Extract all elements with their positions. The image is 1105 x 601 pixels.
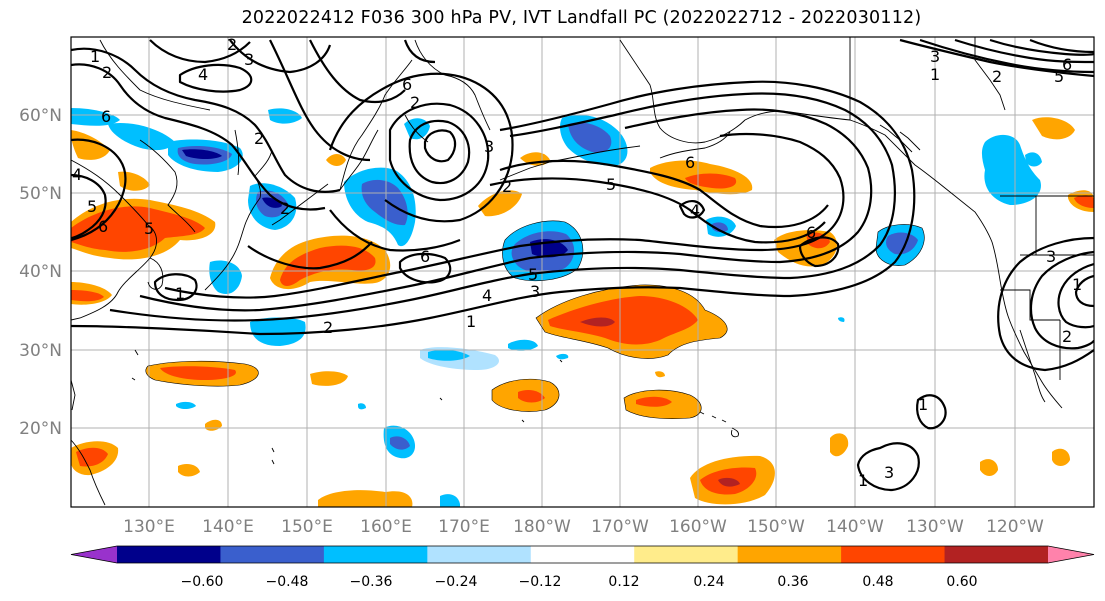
lon-tick-label: 120°W [986, 517, 1044, 537]
contour-label: 1 [175, 284, 185, 303]
colorbar-tick-label: 0.24 [693, 574, 724, 590]
contour-label: 2 [227, 35, 237, 54]
colorbar: −0.60 −0.48 −0.36 −0.24 −0.12 0.12 0.24 … [70, 545, 1095, 590]
contour-label: 1 [1072, 275, 1082, 294]
colorbar-segments [70, 545, 1095, 564]
contour-label: 3 [884, 463, 894, 482]
colorbar-tick-label: 0.12 [608, 574, 639, 590]
contour-label: 6 [98, 217, 108, 236]
longitude-tick-labels: 130°E 140°E 150°E 160°E 170°E 180°W 170°… [123, 517, 1044, 537]
colorbar-tick-label: −0.60 [181, 574, 224, 590]
map-title: 2022022412 F036 300 hPa PV, IVT Landfall… [241, 8, 922, 28]
colorbar-segment [220, 546, 325, 563]
contour-label: 6 [806, 223, 816, 242]
contour-label: 2 [323, 318, 333, 337]
contour-label: 6 [1062, 55, 1072, 74]
contour-label: 5 [87, 197, 97, 216]
map-area: 2 1 2 4 3 6 6 2 2 3 5 4 5 6 2 2 6 1 2 1 … [71, 35, 1094, 507]
contour-label: 3 [484, 137, 494, 156]
lon-tick-label: 170°W [591, 517, 649, 537]
lon-tick-label: 160°E [360, 517, 412, 537]
lon-tick-label: 180°W [513, 517, 571, 537]
contour-label: 2 [102, 63, 112, 82]
positive-anomaly-shading [71, 117, 1094, 507]
contour-label: 2 [992, 67, 1002, 86]
colorbar-tick-label: −0.36 [350, 574, 393, 590]
contour-label: 2 [280, 199, 290, 218]
colorbar-tick-label: −0.24 [435, 574, 478, 590]
colorbar-segment [530, 546, 635, 563]
colorbar-outline [70, 545, 1095, 564]
lon-tick-label: 140°E [202, 517, 254, 537]
colorbar-segment [841, 546, 946, 563]
colorbar-segment [427, 546, 532, 563]
contour-label: 4 [72, 165, 82, 184]
colorbar-segment [944, 546, 1049, 563]
contour-label: 6 [420, 247, 430, 266]
contour-label: 2 [254, 129, 264, 148]
contour-label: 5 [144, 219, 154, 238]
pv-outline-contours [145, 220, 925, 420]
colorbar-tick-label: 0.36 [777, 574, 808, 590]
lon-tick-label: 140°W [826, 517, 884, 537]
lon-tick-label: 130°E [123, 517, 175, 537]
colorbar-tick-labels: −0.60 −0.48 −0.36 −0.24 −0.12 0.12 0.24 … [181, 574, 978, 590]
contour-label: 1 [466, 312, 476, 331]
colorbar-segment [323, 546, 428, 563]
contour-label: 3 [244, 50, 254, 69]
colorbar-tick-label: 0.60 [946, 574, 977, 590]
colorbar-tick-label: −0.12 [519, 574, 562, 590]
lon-tick-label: 150°W [747, 517, 805, 537]
colorbar-segment [737, 546, 842, 563]
lat-tick-label: 50°N [19, 184, 62, 204]
contour-label: 1 [930, 65, 940, 84]
lon-tick-label: 130°W [906, 517, 964, 537]
contour-label: 6 [402, 75, 412, 94]
colorbar-segment [634, 546, 739, 563]
lon-tick-label: 150°E [281, 517, 333, 537]
contour-label: 4 [198, 65, 208, 84]
lat-tick-label: 30°N [19, 341, 62, 361]
contour-label: 5 [1054, 67, 1064, 86]
latitude-tick-labels: 60°N 50°N 40°N 30°N 20°N [19, 106, 62, 439]
contour-label: 2 [410, 93, 420, 112]
contour-label: 4 [690, 201, 700, 220]
contour-label: 3 [930, 47, 940, 66]
contour-label: 3 [530, 282, 540, 301]
contour-label: 6 [685, 153, 695, 172]
colorbar-segment [71, 546, 117, 563]
contour-label: 1 [90, 47, 100, 66]
colorbar-segment [1048, 546, 1094, 563]
contour-label: 5 [528, 265, 538, 284]
lat-tick-label: 20°N [19, 419, 62, 439]
contour-label: 1 [858, 471, 868, 490]
colorbar-segment [117, 546, 221, 563]
contour-label: 1 [918, 395, 928, 414]
contour-label: 6 [101, 107, 111, 126]
lon-tick-label: 160°W [669, 517, 727, 537]
colorbar-tick-label: −0.48 [266, 574, 309, 590]
map-frame [70, 36, 1095, 508]
contour-label: 4 [482, 286, 492, 305]
colorbar-tick-label: 0.48 [862, 574, 893, 590]
lat-tick-label: 60°N [19, 106, 62, 126]
graticule [71, 37, 1094, 507]
negative-anomaly-shading [71, 108, 1042, 507]
contour-label: 2 [502, 177, 512, 196]
lat-tick-label: 40°N [19, 262, 62, 282]
ivt-contours [71, 38, 1094, 492]
contour-label: 2 [1062, 327, 1072, 346]
lon-tick-label: 170°E [438, 517, 490, 537]
contour-label: 5 [606, 175, 616, 194]
ivt-contour-labels: 2 1 2 4 3 6 6 2 2 3 5 4 5 6 2 2 6 1 2 1 … [72, 35, 1082, 490]
contour-label: 3 [1046, 247, 1056, 266]
